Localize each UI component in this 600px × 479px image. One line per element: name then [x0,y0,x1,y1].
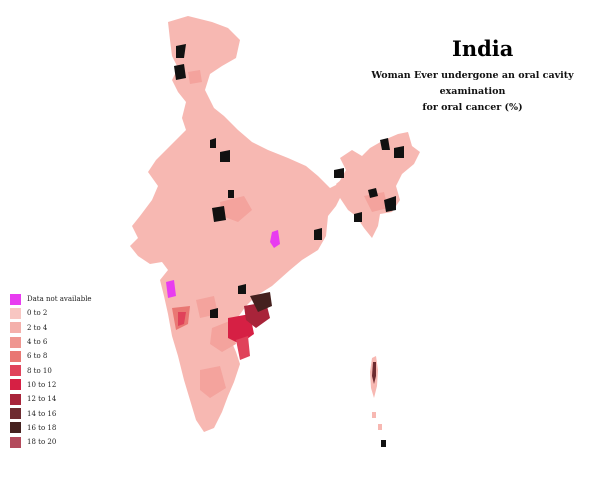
legend-swatch [10,422,21,434]
legend-label: 18 to 20 [27,438,57,447]
region-8to10 [236,336,250,360]
region-2to4-e [188,70,202,84]
legend-item-18-20: 18 to 20 [10,435,92,449]
legend-label: 14 to 16 [27,409,57,418]
nicobar-island-3 [381,440,386,447]
no-data-central [270,230,280,248]
legend-label: 4 to 6 [27,338,48,347]
no-data-west [166,280,176,298]
legend-label: 6 to 8 [27,352,48,361]
legend-swatch [10,393,21,405]
legend-label: 2 to 4 [27,323,48,332]
legend-label: 0 to 2 [27,309,48,318]
nicobar-island-2 [378,424,382,430]
legend-swatch [10,436,21,448]
legend-item-14-16: 14 to 16 [10,406,92,420]
black-district-12 [394,146,404,158]
legend-swatch [10,307,21,319]
black-district-8 [334,168,344,178]
legend-swatch [10,379,21,391]
region-16to18 [250,292,272,312]
india-mainland [130,16,420,432]
black-district-3 [210,138,216,148]
legend-swatch [10,293,21,305]
legend-swatch [10,350,21,362]
black-district-10 [384,196,396,212]
black-district-14 [210,308,218,318]
black-district-4 [220,150,230,162]
black-district-2 [174,64,186,80]
map-legend: Data not available 0 to 2 2 to 4 4 to 6 … [10,292,92,449]
black-district-15 [354,212,362,222]
black-district-11 [380,138,390,150]
black-district-13 [238,284,246,294]
page-subtitle: Woman Ever undergone an oral cavity exam… [355,68,590,116]
black-district-1 [176,44,186,58]
region-2to4-d [200,366,226,398]
legend-item-6-8: 6 to 8 [10,349,92,363]
page-title: India [452,36,514,61]
legend-item-16-18: 16 to 18 [10,421,92,435]
legend-swatch [10,408,21,420]
andaman-dark [372,362,376,384]
legend-swatch [10,336,21,348]
legend-label: 16 to 18 [27,423,57,432]
legend-item-10-12: 10 to 12 [10,378,92,392]
black-district-6 [228,190,234,198]
legend-item-2-4: 2 to 4 [10,321,92,335]
subtitle-line-1: Woman Ever undergone an oral cavity exam… [371,70,574,97]
legend-label: 10 to 12 [27,380,57,389]
legend-swatch [10,322,21,334]
legend-label: Data not available [27,295,92,304]
legend-item-4-6: 4 to 6 [10,335,92,349]
legend-item-12-14: 12 to 14 [10,392,92,406]
legend-label: 8 to 10 [27,366,52,375]
legend-item-no-data: Data not available [10,292,92,306]
chicken-neck [336,176,360,194]
region-2to4-a [220,196,252,222]
legend-item-8-10: 8 to 10 [10,363,92,377]
legend-swatch [10,365,21,377]
black-district-5 [212,206,226,222]
legend-item-0-2: 0 to 2 [10,306,92,320]
black-district-9 [368,188,378,198]
subtitle-line-2: for oral cancer (%) [422,102,523,113]
nicobar-island-1 [372,412,376,418]
black-district-7 [314,228,322,240]
legend-label: 12 to 14 [27,395,57,404]
region-8to10-west [178,312,186,326]
